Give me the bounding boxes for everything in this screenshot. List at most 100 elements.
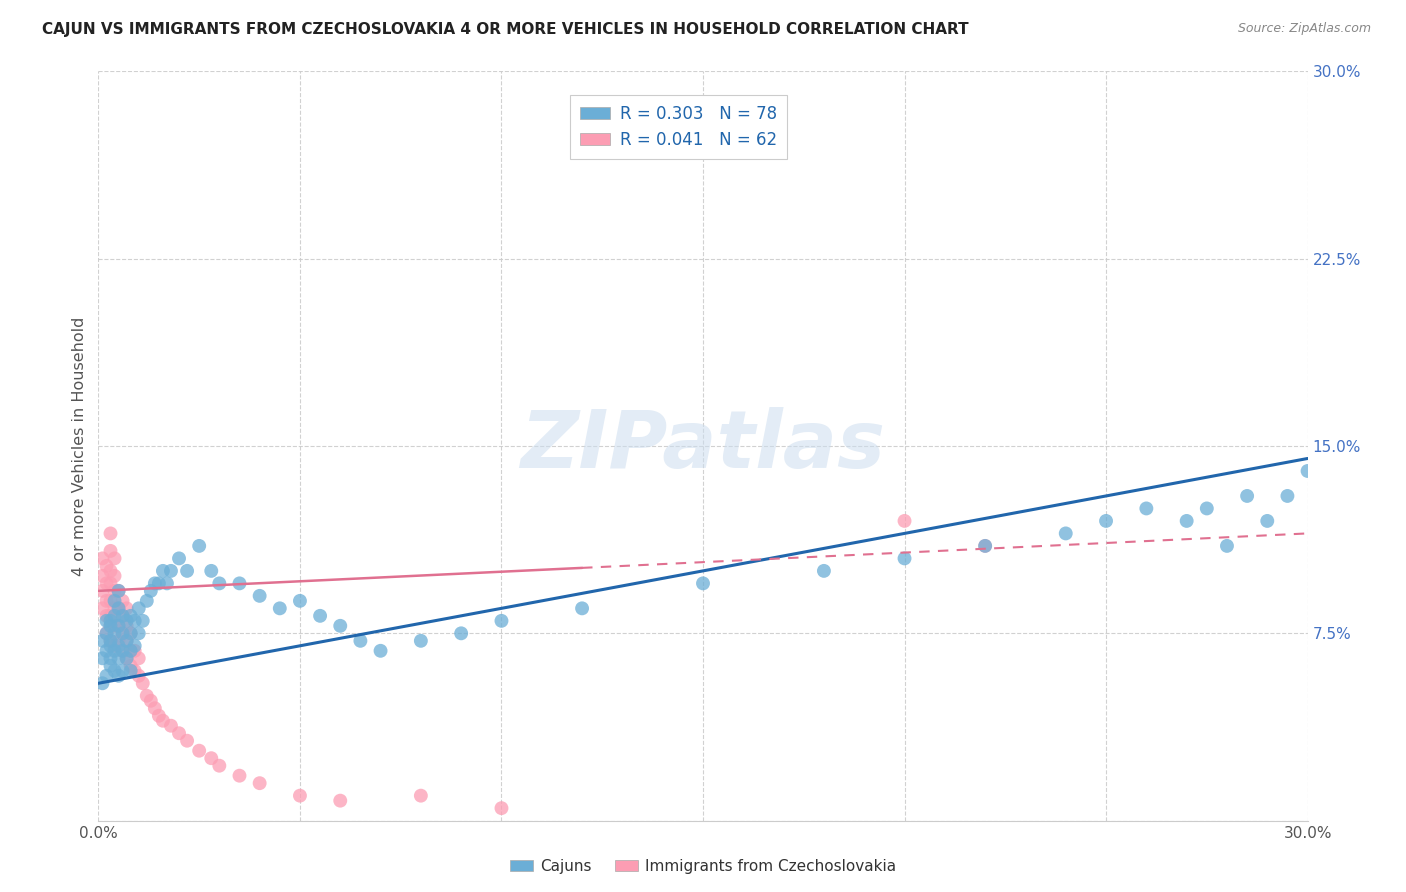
- Point: [103, 619, 125, 633]
- Point: [107, 619, 129, 633]
- Point: [148, 576, 170, 591]
- Point: [160, 564, 183, 578]
- Point: [103, 639, 125, 653]
- Point: [107, 669, 129, 683]
- Point: [100, 614, 122, 628]
- Point: [96, 626, 118, 640]
- Point: [167, 726, 190, 740]
- Point: [370, 644, 392, 658]
- Point: [107, 583, 129, 598]
- Text: CAJUN VS IMMIGRANTS FROM CZECHOSLOVAKIA 4 OR MORE VEHICLES IN HOUSEHOLD CORRELAT: CAJUN VS IMMIGRANTS FROM CZECHOSLOVAKIA …: [42, 22, 969, 37]
- Point: [409, 789, 432, 803]
- Point: [96, 608, 118, 623]
- Point: [128, 651, 150, 665]
- Point: [1256, 514, 1278, 528]
- Point: [107, 619, 129, 633]
- Point: [100, 619, 122, 633]
- Point: [1296, 464, 1319, 478]
- Point: [103, 569, 125, 583]
- Point: [96, 614, 118, 628]
- Point: [132, 676, 155, 690]
- Point: [107, 639, 129, 653]
- Point: [128, 669, 150, 683]
- Point: [1095, 514, 1118, 528]
- Point: [176, 733, 198, 747]
- Point: [160, 719, 183, 733]
- Point: [249, 589, 271, 603]
- Point: [1236, 489, 1258, 503]
- Point: [200, 751, 222, 765]
- Point: [1277, 489, 1299, 503]
- Point: [115, 614, 138, 628]
- Point: [208, 758, 231, 772]
- Point: [103, 626, 125, 640]
- Legend: R = 0.303   N = 78, R = 0.041   N = 62: R = 0.303 N = 78, R = 0.041 N = 62: [571, 95, 787, 159]
- Point: [115, 601, 138, 615]
- Point: [103, 551, 125, 566]
- Point: [120, 626, 142, 640]
- Point: [107, 583, 129, 598]
- Point: [100, 526, 122, 541]
- Point: [135, 594, 157, 608]
- Point: [249, 776, 271, 790]
- Point: [115, 633, 138, 648]
- Point: [120, 658, 142, 673]
- Point: [143, 701, 166, 715]
- Legend: Cajuns, Immigrants from Czechoslovakia: Cajuns, Immigrants from Czechoslovakia: [503, 853, 903, 880]
- Point: [269, 601, 291, 615]
- Point: [91, 583, 114, 598]
- Point: [124, 664, 146, 678]
- Point: [176, 564, 198, 578]
- Point: [115, 633, 138, 648]
- Point: [1054, 526, 1077, 541]
- Point: [100, 576, 122, 591]
- Point: [188, 539, 211, 553]
- Point: [139, 694, 162, 708]
- Point: [103, 594, 125, 608]
- Point: [100, 619, 122, 633]
- Point: [120, 664, 142, 678]
- Point: [91, 676, 114, 690]
- Point: [692, 576, 714, 591]
- Point: [120, 644, 142, 658]
- Point: [115, 651, 138, 665]
- Point: [1216, 539, 1239, 553]
- Point: [111, 594, 134, 608]
- Point: [100, 633, 122, 648]
- Point: [124, 614, 146, 628]
- Point: [91, 633, 114, 648]
- Point: [103, 583, 125, 598]
- Point: [288, 594, 311, 608]
- Point: [200, 564, 222, 578]
- Point: [409, 633, 432, 648]
- Point: [111, 644, 134, 658]
- Point: [309, 608, 332, 623]
- Point: [103, 608, 125, 623]
- Point: [103, 601, 125, 615]
- Point: [329, 619, 352, 633]
- Point: [188, 744, 211, 758]
- Point: [974, 539, 997, 553]
- Point: [100, 651, 122, 665]
- Point: [128, 626, 150, 640]
- Point: [152, 564, 174, 578]
- Point: [100, 594, 122, 608]
- Point: [91, 551, 114, 566]
- Point: [91, 651, 114, 665]
- Point: [111, 664, 134, 678]
- Point: [115, 651, 138, 665]
- Point: [96, 594, 118, 608]
- Point: [111, 644, 134, 658]
- Text: ZIPatlas: ZIPatlas: [520, 407, 886, 485]
- Point: [111, 626, 134, 640]
- Point: [813, 564, 835, 578]
- Point: [450, 626, 472, 640]
- Point: [103, 664, 125, 678]
- Point: [329, 794, 352, 808]
- Point: [100, 639, 122, 653]
- Point: [100, 608, 122, 623]
- Point: [124, 639, 146, 653]
- Point: [107, 633, 129, 648]
- Point: [103, 644, 125, 658]
- Point: [91, 569, 114, 583]
